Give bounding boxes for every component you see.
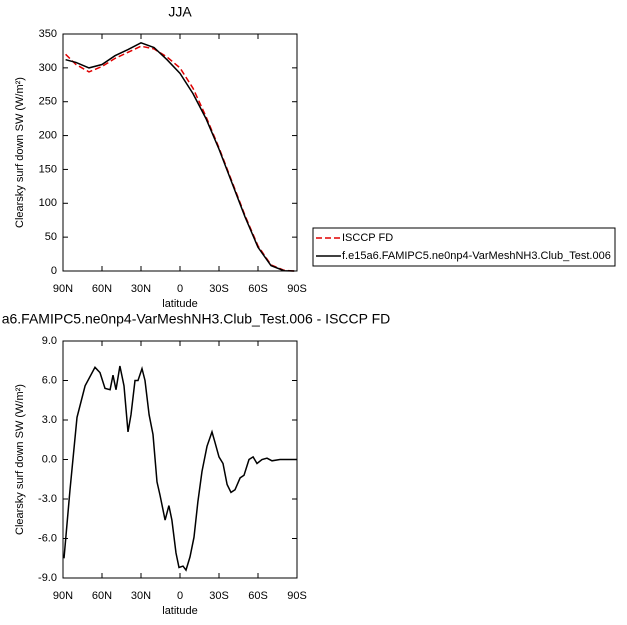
- legend-box: [312, 227, 616, 267]
- legend-label: f.e15a6.FAMIPC5.ne0np4-VarMeshNH3.Club_T…: [342, 250, 611, 262]
- x-axis-label: latitude: [162, 605, 197, 617]
- y-tick-label: 350: [39, 28, 57, 40]
- y-tick-label: 200: [39, 129, 57, 141]
- y-tick-label: 250: [39, 96, 57, 108]
- x-tick-label: 90S: [287, 283, 307, 295]
- y-tick-label: 6.0: [42, 374, 57, 386]
- y-tick-label: -6.0: [38, 532, 57, 544]
- x-tick-label: 60S: [248, 590, 268, 602]
- y-tick-label: 150: [39, 163, 57, 175]
- y-tick-label: 0: [51, 265, 57, 277]
- y-tick-label: 3.0: [42, 414, 57, 426]
- y-axis-label: Clearsky surf down SW (W/m²): [14, 384, 26, 535]
- y-tick-label: 0.0: [42, 453, 57, 465]
- x-tick-label: 60S: [248, 283, 268, 295]
- plot-frame: [62, 33, 298, 272]
- x-tick-label: 60N: [92, 283, 112, 295]
- y-tick-label: 300: [39, 62, 57, 74]
- x-tick-label: 30S: [209, 590, 229, 602]
- y-tick-label: 50: [45, 231, 57, 243]
- x-axis-label: latitude: [162, 298, 197, 310]
- y-tick-label: 100: [39, 197, 57, 209]
- x-tick-label: 30N: [131, 283, 151, 295]
- x-tick-label: 90N: [53, 283, 73, 295]
- legend-label: ISCCP FD: [342, 232, 393, 244]
- chart-title: a6.FAMIPC5.ne0np4-VarMeshNH3.Club_Test.0…: [2, 311, 391, 327]
- y-tick-label: 9.0: [42, 335, 57, 347]
- x-tick-label: 30N: [131, 590, 151, 602]
- data-line: [63, 365, 297, 572]
- data-line: [65, 41, 295, 272]
- x-tick-label: 30S: [209, 283, 229, 295]
- y-tick-label: -9.0: [38, 572, 57, 584]
- y-tick-label: -3.0: [38, 493, 57, 505]
- x-tick-label: 0: [177, 590, 183, 602]
- data-line: [65, 45, 295, 272]
- plot-frame: [62, 340, 298, 579]
- chart-title: JJA: [168, 4, 192, 20]
- x-tick-label: 90S: [287, 590, 307, 602]
- x-tick-label: 90N: [53, 590, 73, 602]
- y-axis-label: Clearsky surf down SW (W/m²): [14, 77, 26, 228]
- x-tick-label: 0: [177, 283, 183, 295]
- x-tick-label: 60N: [92, 590, 112, 602]
